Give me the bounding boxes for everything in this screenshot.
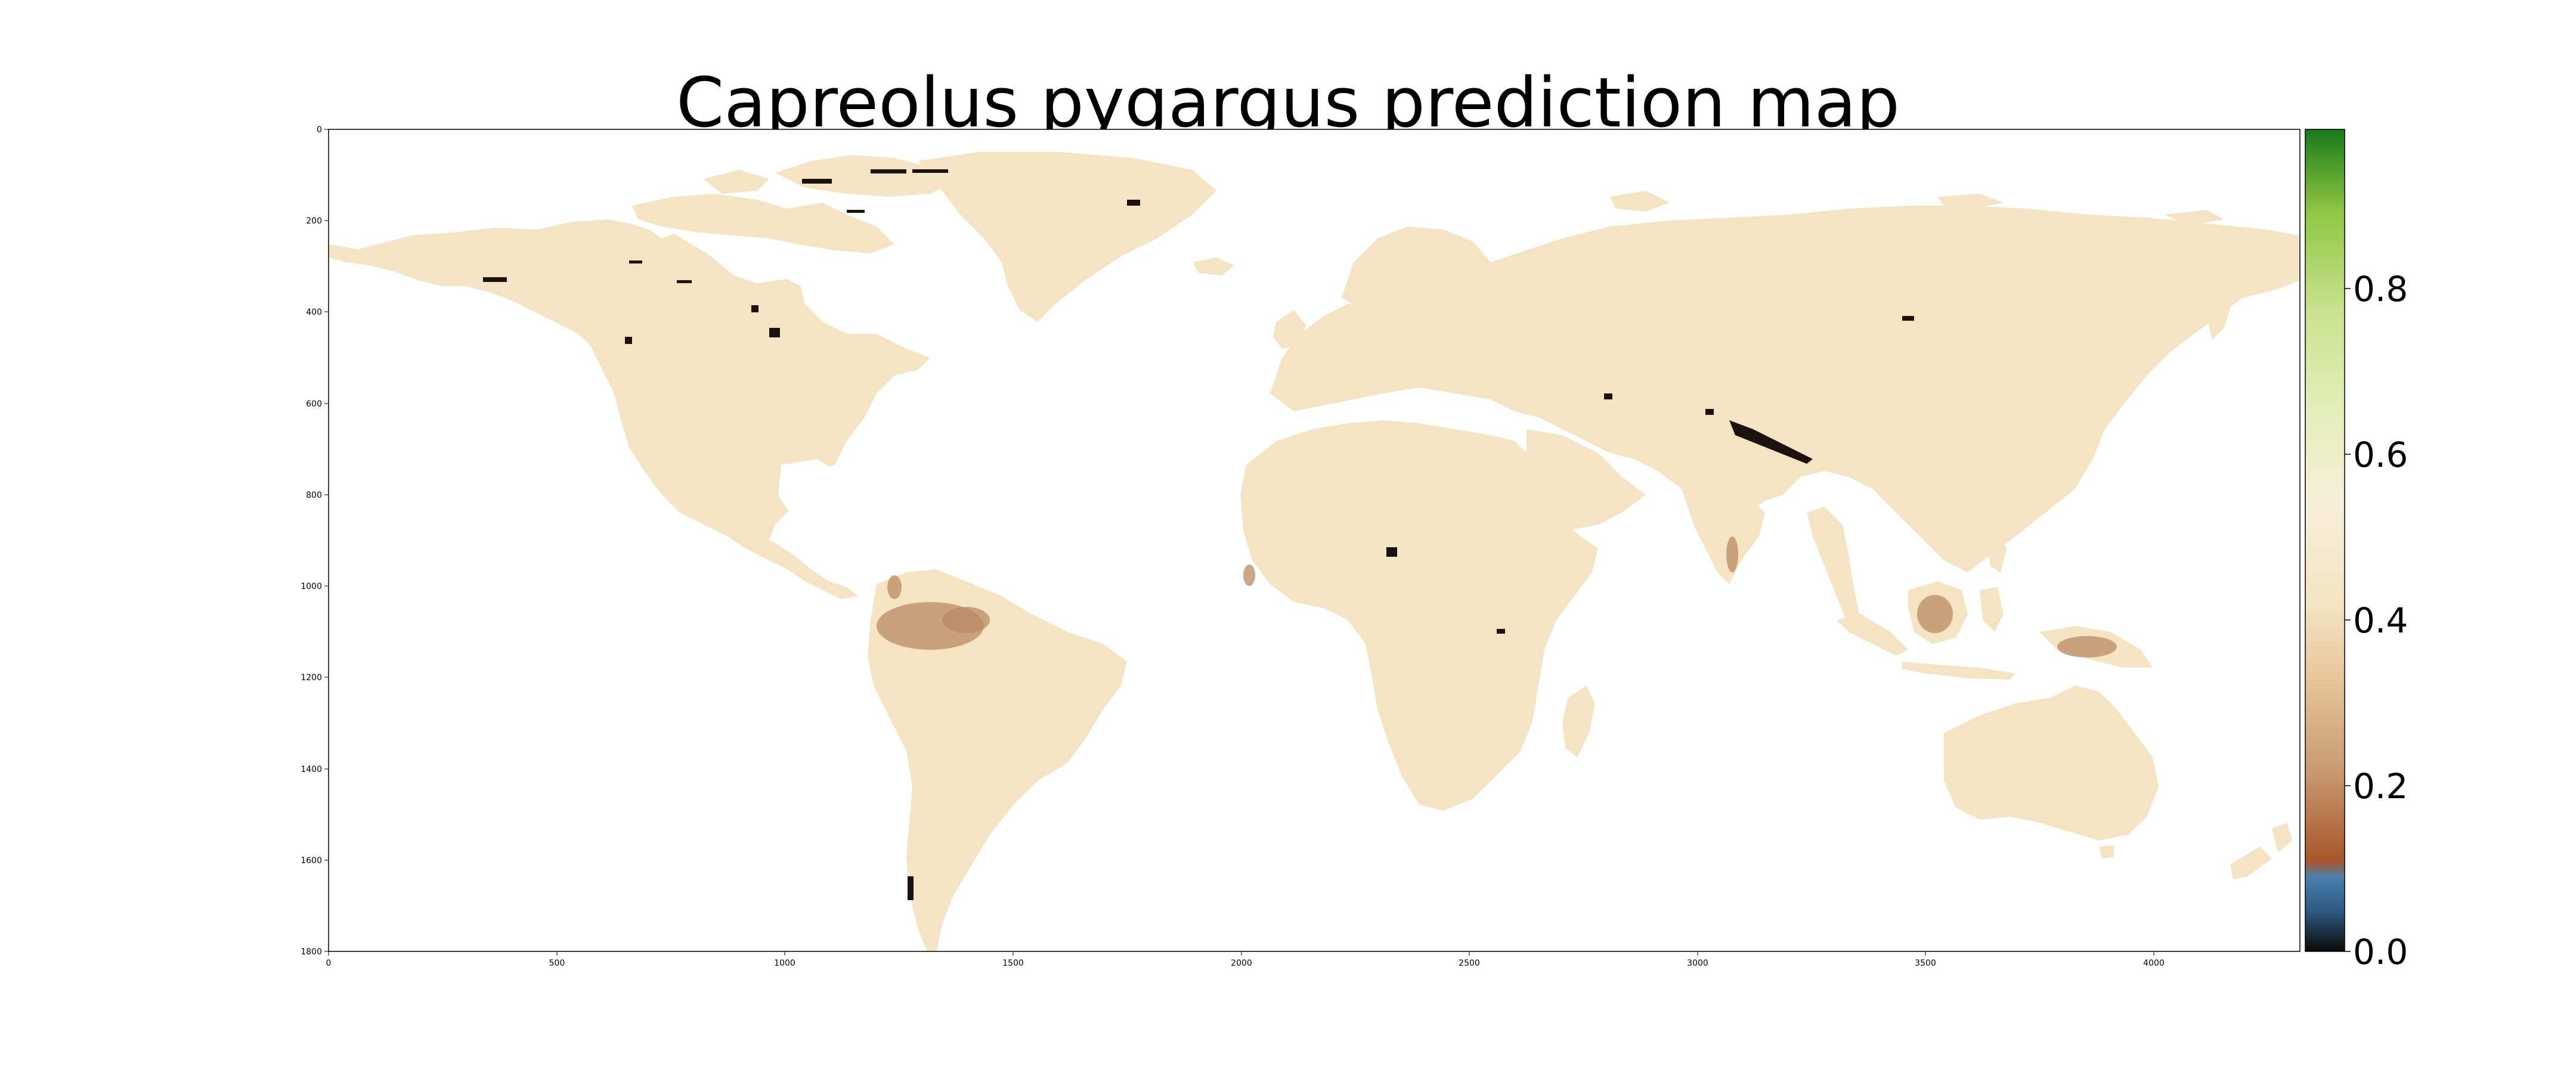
y-tick-label: 1000	[301, 582, 322, 591]
y-tick-label: 1600	[301, 856, 322, 866]
plot-frame	[328, 129, 2301, 952]
x-tick-label: 1500	[1002, 959, 1024, 968]
y-tick-label: 600	[306, 399, 322, 409]
y-tick-label: 400	[306, 308, 322, 317]
y-tick-label: 200	[306, 216, 322, 226]
y-tick-label: 1200	[301, 673, 322, 683]
x-tick-label: 1000	[774, 959, 795, 968]
y-tick-label: 1800	[301, 947, 322, 957]
x-tick-label: 2500	[1459, 959, 1480, 968]
x-tick-label: 500	[549, 959, 565, 968]
landmass-india	[1682, 483, 1765, 584]
colorbar-tick-label: 0.4	[2353, 600, 2408, 641]
y-tick-label: 0	[317, 125, 322, 135]
low-value-patch-new-guinea	[2057, 636, 2117, 658]
x-tick-label: 2000	[1231, 959, 1252, 968]
landmass-north-america	[329, 219, 930, 599]
landmass-greenland	[918, 152, 1216, 322]
land-masses	[329, 152, 2300, 951]
landmass-asia	[1491, 206, 2300, 572]
landmass-south-america	[868, 569, 1127, 951]
colorbar-tick-label: 0.0	[2353, 932, 2408, 972]
y-tick-label: 800	[306, 491, 322, 500]
map-plot-area: 0 500 1000 1500 2000 2500 3000 3500 4000…	[301, 125, 2301, 968]
x-tick-label: 4000	[2143, 959, 2165, 968]
landmass-arctic-islands	[632, 194, 894, 253]
low-value-patch-borneo	[1917, 595, 1953, 633]
very-low-value-patches	[483, 169, 1914, 900]
y-tick-label: 1400	[301, 765, 322, 774]
landmass-indonesia	[1837, 614, 1908, 656]
landmass-europe	[1270, 256, 1622, 411]
colorbar-tick-label: 0.2	[2353, 766, 2408, 807]
colorbar-tick-label: 0.6	[2353, 435, 2408, 475]
x-tick-label: 3500	[1915, 959, 1936, 968]
landmass-africa	[1240, 420, 1598, 811]
colorbar: 0.0 0.2 0.4 0.6 0.8	[2305, 129, 2408, 972]
x-axis: 0 500 1000 1500 2000 2500 3000 3500 4000	[326, 951, 2165, 968]
x-tick-label: 0	[326, 959, 332, 968]
y-axis: 0 200 400 600 800 1000 1200 1400 1600 18…	[301, 125, 329, 957]
landmass-australia	[1944, 686, 2159, 841]
x-tick-label: 3000	[1687, 959, 1708, 968]
colorbar-tick-label: 0.8	[2353, 269, 2408, 309]
colorbar-gradient	[2305, 129, 2345, 952]
